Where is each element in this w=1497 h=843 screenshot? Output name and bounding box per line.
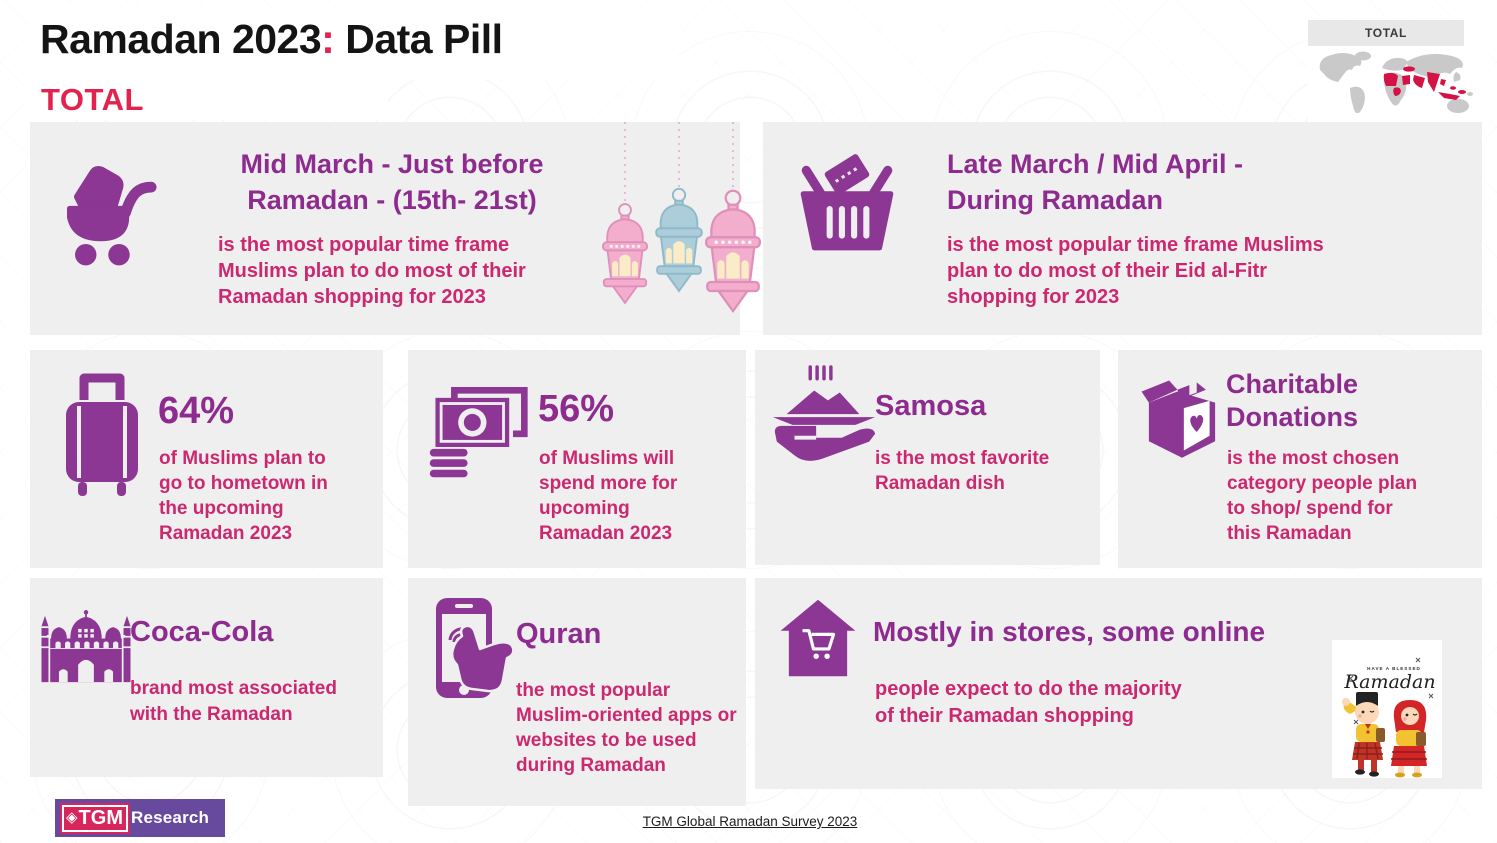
card-heading: Late March / Mid April - During Ramadan: [947, 149, 1244, 215]
tgm-diamond-icon: ◈: [66, 809, 78, 826]
title-main: Ramadan 2023: [40, 16, 322, 62]
card-body: of Muslims will spend more for upcoming …: [539, 448, 678, 544]
illustration-word: Ramadan: [1343, 671, 1435, 693]
boy-figure: [1342, 692, 1385, 777]
tgm-logo-box: ◈ TGM: [60, 802, 130, 834]
tgm-research-logo[interactable]: ◈ TGM Research: [55, 799, 225, 837]
lanterns-illustration: [578, 122, 773, 340]
tgm-research-text: Research: [130, 808, 210, 827]
hand-serving-dish-icon: [765, 362, 883, 485]
store-cart-icon: [777, 596, 859, 685]
page-title: Ramadan 2023: Data Pill: [40, 16, 503, 63]
card-body: is the most popular time frame Muslims p…: [218, 234, 526, 308]
card-eid-shopping: Late March / Mid April - During Ramadan …: [763, 122, 1482, 335]
girl-figure: [1391, 700, 1427, 778]
mosque-icon: [38, 596, 134, 693]
card-body: of Muslims plan to go to hometown in the…: [159, 448, 328, 544]
card-charitable-donations: Charitable Donations is the most chosen …: [1118, 350, 1482, 568]
card-body: is the most favorite Ramadan dish: [875, 448, 1050, 494]
ramadan-kids-illustration: HAVE A BLESSED Ramadan: [1332, 640, 1442, 778]
title-rest: Data Pill: [334, 16, 503, 62]
tgm-logo-text: TGM: [78, 806, 123, 829]
card-favorite-dish: Samosa is the most favorite Ramadan dish: [755, 350, 1100, 565]
banknotes-icon: [426, 380, 530, 485]
region-map-card: TOTAL: [1308, 18, 1488, 124]
map-card-label: TOTAL: [1308, 20, 1464, 46]
source-citation: TGM Global Ramadan Survey 2023: [560, 814, 940, 829]
header-backdrop: [28, 6, 678, 80]
card-hometown-travel: 64% of Muslims plan to go to hometown in…: [30, 350, 383, 568]
stroller-icon: [60, 156, 178, 279]
card-heading: Mostly in stores, some online: [873, 616, 1266, 647]
stat-value: 56%: [538, 388, 615, 430]
source-link[interactable]: TGM Global Ramadan Survey 2023: [642, 814, 858, 829]
page-subtitle: TOTAL: [41, 82, 144, 117]
card-heading: Mid March - Just before Ramadan - (15th-…: [240, 149, 544, 215]
card-body: people expect to do the majority of thei…: [875, 678, 1182, 727]
card-heading: Samosa: [875, 390, 987, 422]
card-body: the most popular Muslim-oriented apps or…: [516, 680, 737, 776]
card-body: is the most popular time frame Muslims p…: [947, 234, 1324, 308]
card-body: brand most associated with the Ramadan: [130, 678, 337, 725]
card-spend-more: 56% of Muslims will spend more for upcom…: [408, 350, 746, 568]
subtitle-backdrop: [28, 80, 388, 120]
card-shopping-channel: Mostly in stores, some online people exp…: [755, 578, 1482, 789]
card-popular-apps: Quran the most popular Muslim-oriented a…: [408, 578, 746, 806]
card-heading: Quran: [516, 618, 602, 650]
illustration-tagline: HAVE A BLESSED: [1367, 666, 1421, 671]
stat-value: 64%: [158, 390, 235, 432]
title-colon: :: [321, 16, 335, 62]
donation-box-icon: [1136, 372, 1228, 475]
card-brand-association: Coca-Cola brand most associated with the…: [30, 578, 383, 777]
luggage-icon: [52, 366, 152, 511]
card-heading: Charitable Donations: [1226, 369, 1359, 432]
card-pre-ramadan-shopping: Mid March - Just before Ramadan - (15th-…: [30, 122, 762, 335]
phone-tap-icon: [426, 594, 518, 719]
card-body: is the most chosen category people plan …: [1227, 448, 1418, 544]
shopping-basket-icon: [791, 148, 903, 265]
card-heading: Coca-Cola: [130, 616, 274, 648]
world-map: [1319, 51, 1473, 114]
